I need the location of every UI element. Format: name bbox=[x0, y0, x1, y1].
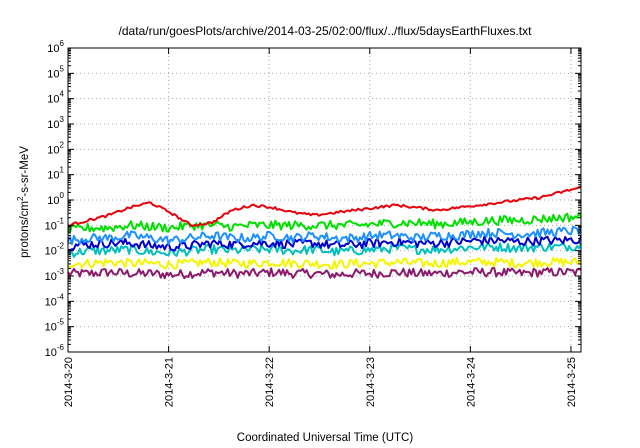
y-tick-label: 10-3 bbox=[45, 267, 65, 283]
y-tick-label: 103 bbox=[47, 115, 64, 131]
series-line bbox=[67, 241, 582, 258]
x-tick-label: 2014-3-20 bbox=[63, 357, 75, 407]
y-tick-label: 106 bbox=[47, 39, 64, 55]
y-tick-label: 10-2 bbox=[45, 242, 65, 258]
x-tick-label: 2014-3-23 bbox=[365, 357, 377, 407]
series-line bbox=[67, 185, 582, 228]
series-line bbox=[67, 256, 582, 270]
series-line bbox=[67, 266, 582, 280]
x-tick-label: 2014-3-24 bbox=[465, 357, 477, 407]
x-axis-label: Coordinated Universal Time (UTC) bbox=[237, 432, 414, 444]
x-tick-label: 2014-3-21 bbox=[164, 357, 176, 407]
series-line bbox=[67, 225, 582, 246]
y-axis-label-base: protons/cm bbox=[19, 201, 31, 258]
y-axis-label: protons/cm2-s-sr-MeV bbox=[16, 146, 31, 258]
y-tick-label: 101 bbox=[47, 166, 64, 182]
y-tick-label: 100 bbox=[47, 191, 64, 207]
y-tick-label: 104 bbox=[47, 90, 64, 106]
series-line bbox=[67, 235, 582, 252]
y-tick-label: 10-4 bbox=[45, 292, 65, 308]
y-tick-label: 10-6 bbox=[45, 343, 65, 359]
x-tick-label: 2014-3-22 bbox=[264, 357, 276, 407]
y-tick-label: 105 bbox=[47, 64, 64, 80]
y-tick-label: 102 bbox=[47, 140, 64, 156]
series-layer bbox=[67, 185, 582, 280]
y-axis-label-sup: 2 bbox=[16, 196, 25, 201]
x-axis: 2014-3-20 2014-3-21 2014-3-22 2014-3-23 2014… bbox=[63, 48, 578, 407]
y-axis: 10-6 10-5 10-4 10-3 10-2 10-1 100 101 102 103 104 1… bbox=[45, 39, 581, 359]
y-axis-label-rest: -s-sr-MeV bbox=[19, 146, 31, 197]
chart-title: /data/run/goesPlots/archive/2014-03-25/0… bbox=[119, 24, 533, 38]
series-line bbox=[67, 211, 582, 234]
y-tick-label: 10-5 bbox=[45, 318, 65, 334]
y-tick-label: 10-1 bbox=[45, 216, 65, 232]
x-tick-label: 2014-3-25 bbox=[566, 357, 578, 407]
grid-lines bbox=[68, 48, 581, 352]
